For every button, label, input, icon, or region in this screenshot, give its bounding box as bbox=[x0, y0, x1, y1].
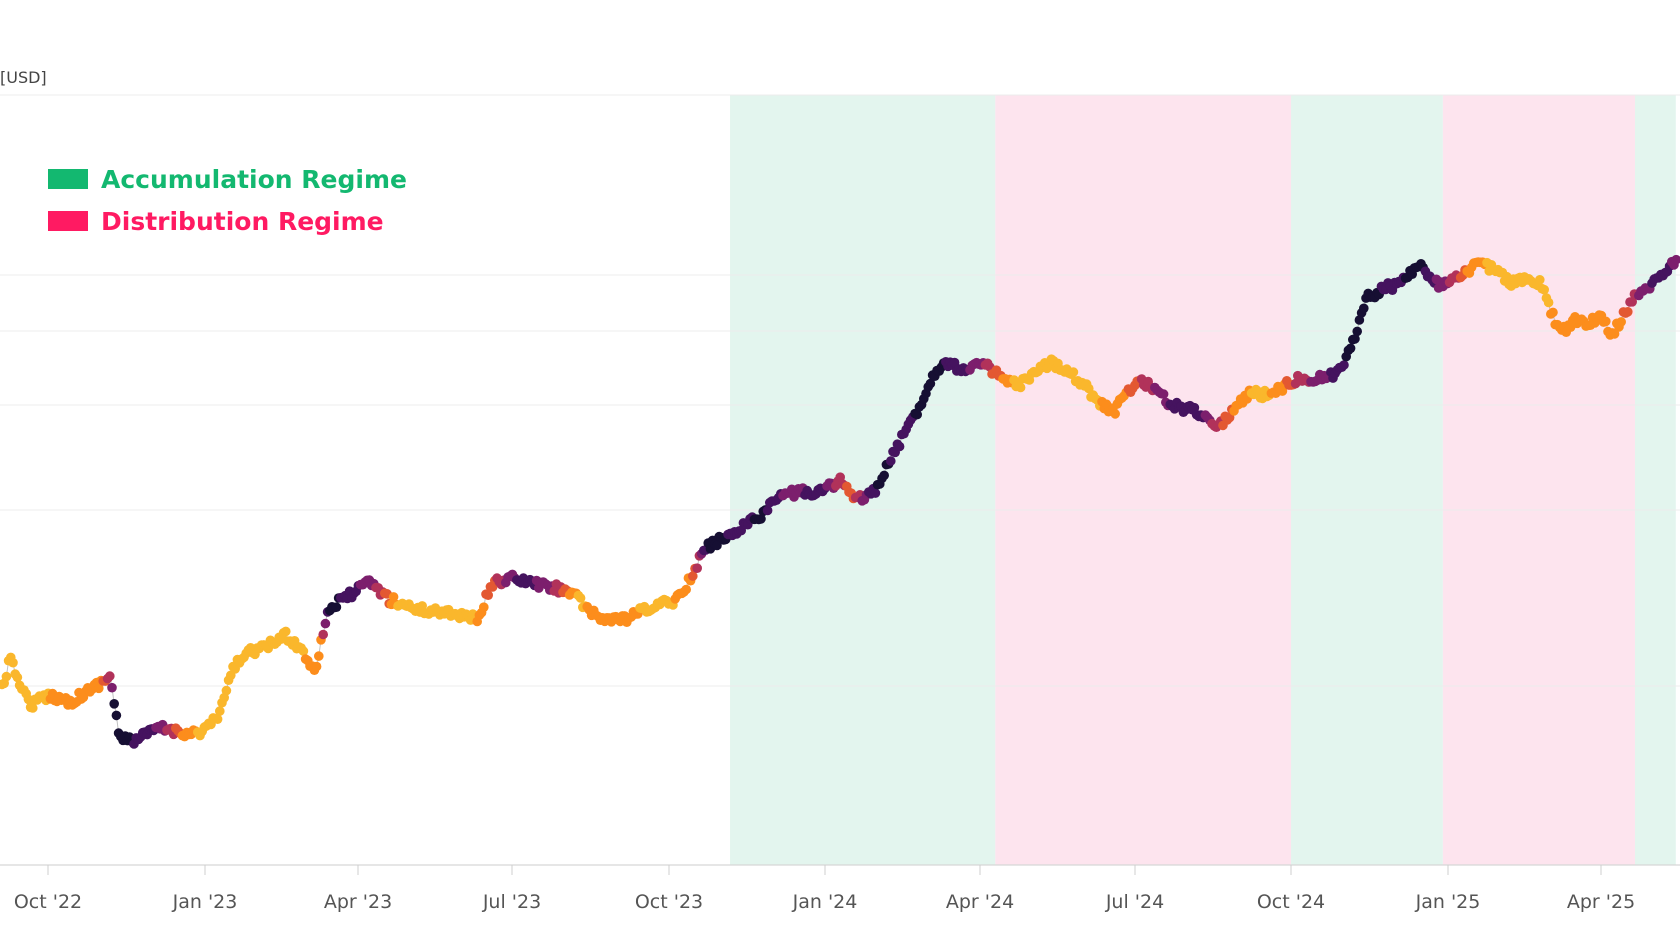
price-point bbox=[8, 657, 18, 668]
x-tick-label: Apr '23 bbox=[324, 891, 392, 913]
price-point bbox=[1601, 316, 1611, 327]
price-point bbox=[298, 646, 309, 656]
x-tick-label: Jan '25 bbox=[1415, 891, 1481, 913]
price-point bbox=[1339, 360, 1349, 370]
price-point bbox=[712, 540, 722, 551]
price-point bbox=[314, 651, 324, 661]
price-point bbox=[886, 456, 896, 466]
y-axis-unit-label: [USD] bbox=[0, 68, 47, 87]
price-point bbox=[109, 699, 119, 709]
price-point bbox=[692, 563, 702, 573]
price-point bbox=[318, 629, 329, 640]
price-point bbox=[894, 441, 905, 452]
price-point bbox=[1627, 297, 1637, 307]
legend: Accumulation Regime Distribution Regime bbox=[48, 158, 407, 242]
price-point bbox=[94, 683, 104, 694]
price-point bbox=[762, 505, 773, 516]
price-point bbox=[756, 514, 766, 524]
price-series bbox=[0, 254, 1680, 749]
x-tick-label: Oct '22 bbox=[14, 891, 82, 913]
price-point bbox=[311, 661, 322, 672]
x-tick-label: Oct '23 bbox=[635, 891, 703, 913]
regime-band-distribution-3 bbox=[1442, 95, 1635, 865]
x-tick-label: Apr '25 bbox=[1567, 891, 1635, 913]
x-axis: Oct '22 Jan '23 Apr '23 Jul '23 Oct '23 Jan '… bbox=[14, 865, 1635, 913]
price-point bbox=[23, 694, 34, 705]
price-point bbox=[1345, 343, 1356, 354]
price-point bbox=[1535, 275, 1545, 285]
price-point bbox=[1616, 317, 1626, 327]
price-point bbox=[1015, 382, 1026, 393]
regime-band-distribution-1 bbox=[995, 95, 1291, 865]
price-point bbox=[388, 592, 399, 602]
legend-item-distribution: Distribution Regime bbox=[48, 200, 407, 242]
legend-label-accumulation: Accumulation Regime bbox=[101, 164, 407, 194]
price-point bbox=[1, 671, 12, 682]
x-tick-label: Apr '24 bbox=[946, 891, 1014, 913]
price-point bbox=[681, 584, 691, 595]
x-tick-label: Jan '24 bbox=[792, 891, 858, 913]
price-point bbox=[1539, 284, 1549, 295]
price-point bbox=[925, 378, 936, 389]
price-point bbox=[575, 593, 586, 603]
legend-swatch-distribution bbox=[48, 211, 88, 231]
price-point bbox=[1671, 254, 1680, 265]
legend-label-distribution: Distribution Regime bbox=[101, 206, 384, 236]
legend-item-accumulation: Accumulation Regime bbox=[48, 158, 407, 200]
price-point bbox=[1359, 303, 1369, 314]
price-point bbox=[212, 714, 223, 724]
x-tick-label: Oct '24 bbox=[1257, 891, 1325, 913]
price-point bbox=[215, 706, 225, 716]
price-point bbox=[1548, 307, 1558, 318]
price-point bbox=[1158, 389, 1169, 399]
price-point bbox=[688, 571, 698, 581]
price-point bbox=[870, 488, 881, 498]
regime-band-accumulation-4 bbox=[1635, 95, 1676, 865]
price-point bbox=[12, 672, 23, 683]
legend-swatch-accumulation bbox=[48, 169, 88, 189]
x-tick-label: Jul '24 bbox=[1105, 891, 1164, 913]
price-point bbox=[1352, 326, 1362, 337]
price-point bbox=[105, 671, 115, 681]
price-point bbox=[320, 618, 331, 629]
price-point bbox=[1623, 307, 1633, 317]
price-point bbox=[28, 703, 38, 713]
x-tick-label: Jul '23 bbox=[482, 891, 541, 913]
regime-bands bbox=[730, 95, 1676, 865]
price-point bbox=[221, 685, 232, 696]
price-point bbox=[1110, 409, 1120, 419]
x-tick-label: Jan '23 bbox=[172, 891, 238, 913]
price-point bbox=[1543, 297, 1554, 308]
price-point bbox=[1068, 367, 1079, 377]
price-point bbox=[912, 409, 922, 420]
regime-band-accumulation-2 bbox=[1291, 95, 1443, 865]
price-point bbox=[107, 682, 117, 693]
price-point bbox=[479, 602, 489, 612]
price-point bbox=[331, 602, 342, 612]
price-point bbox=[417, 601, 428, 611]
price-point bbox=[879, 470, 889, 481]
grid-lines bbox=[0, 94, 1680, 866]
price-point bbox=[1350, 334, 1360, 344]
price-point bbox=[111, 710, 122, 721]
price-point bbox=[281, 626, 291, 637]
price-point bbox=[483, 590, 494, 600]
regime-band-accumulation-0 bbox=[730, 95, 996, 865]
price-point bbox=[1609, 329, 1620, 339]
